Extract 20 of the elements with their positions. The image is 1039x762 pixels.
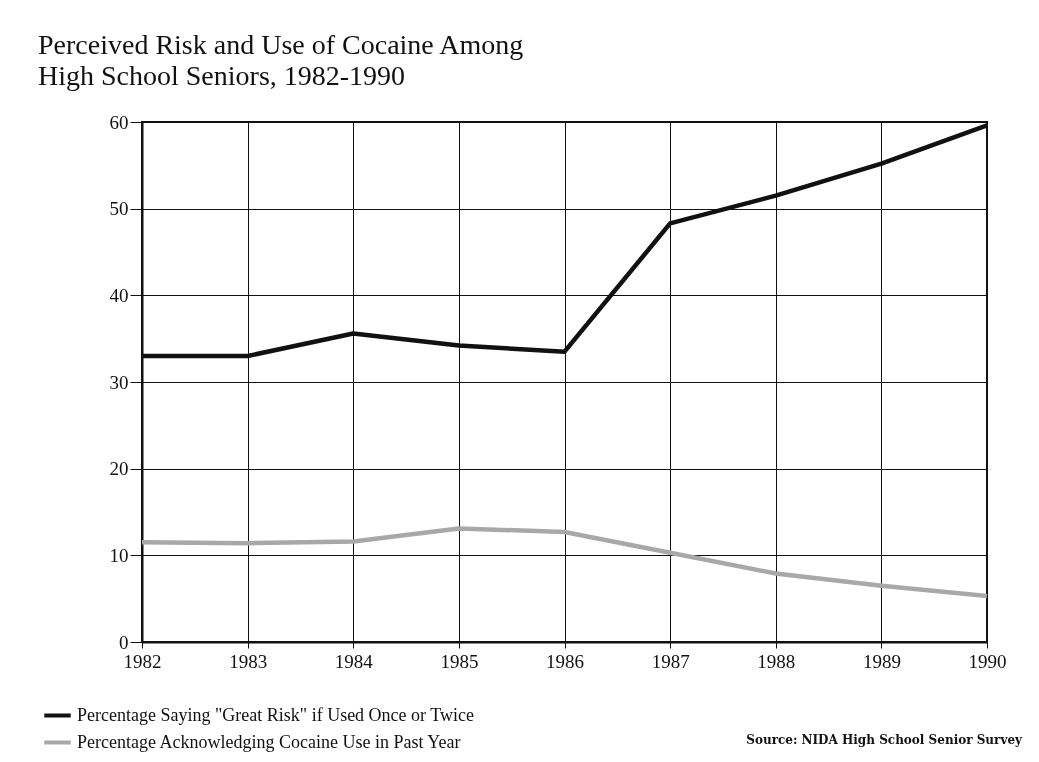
legend-label: Percentage Acknowledging Cocaine Use in Past Year xyxy=(77,731,461,752)
x-tick-label: 1985 xyxy=(440,650,479,672)
legend-label: Percentage Saying "Great Risk" if Used Once or Twice xyxy=(77,704,474,725)
x-tick-label: 1986 xyxy=(546,650,584,672)
y-tick-label: 30 xyxy=(109,371,129,393)
x-tick-label: 1987 xyxy=(651,650,690,672)
y-tick-label: 40 xyxy=(109,284,129,306)
x-tick-label: 1990 xyxy=(968,650,1007,672)
y-tick-label: 50 xyxy=(109,198,129,220)
x-tick-label: 1982 xyxy=(123,650,162,672)
x-tick-label: 1984 xyxy=(334,650,374,672)
chart-title: Perceived Risk and Use of Cocaine Among High School Seniors, 1982-1990 xyxy=(38,29,524,91)
source-note: Source: NIDA High School Senior Survey xyxy=(746,733,1024,747)
y-tick-label: 0 xyxy=(119,631,129,653)
y-tick-label: 20 xyxy=(109,458,129,480)
x-tick-label: 1983 xyxy=(229,650,268,672)
x-tick-label: 1989 xyxy=(862,650,901,672)
y-tick-label: 10 xyxy=(109,544,129,566)
y-tick-label: 60 xyxy=(109,111,129,133)
x-tick-label: 1988 xyxy=(757,650,796,672)
